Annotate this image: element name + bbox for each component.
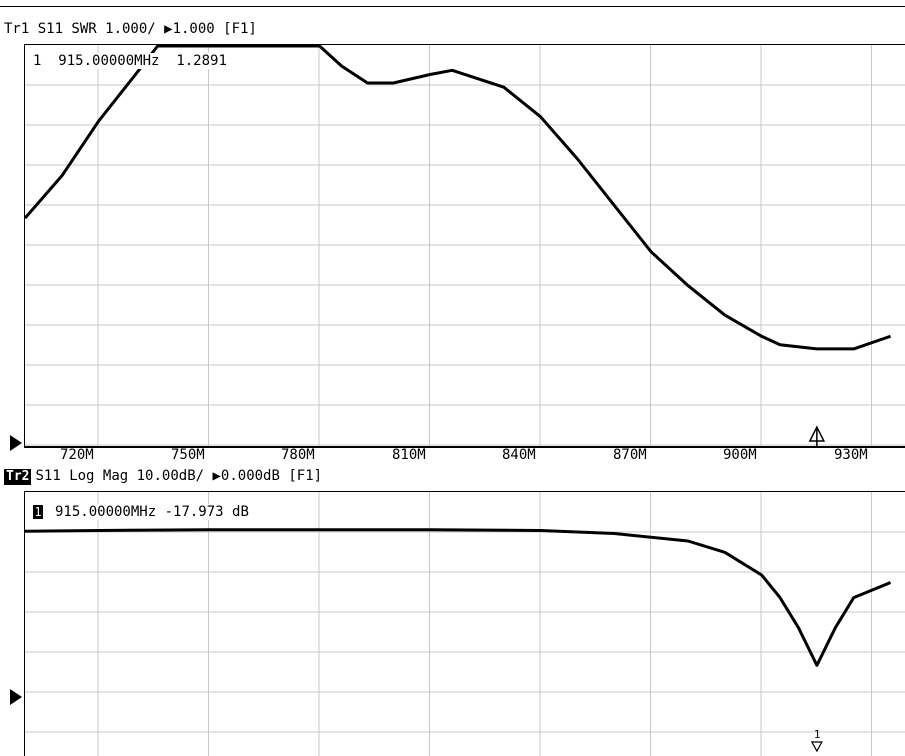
trace2-label: S11 Log Mag 10.00dB/ ▶0.000dB [F1]: [35, 468, 323, 484]
trace2-marker-1-icon[interactable]: 1: [810, 728, 823, 753]
trace2-grid-svg: 1: [25, 492, 905, 756]
x-tick-900: 900M: [723, 447, 757, 463]
trace1-marker-value: 1.2891: [176, 53, 227, 69]
trace1-marker-freq: 915.00000MHz: [58, 53, 160, 69]
trace2-marker-freq: 915.00000MHz: [55, 504, 157, 520]
trace2-marker-1-label: 1: [814, 728, 821, 741]
trace1-marker-1-icon[interactable]: [808, 425, 826, 446]
trace2-marker-value: -17.973 dB: [164, 504, 249, 520]
x-tick-840: 840M: [502, 447, 536, 463]
trace2-trace-line[interactable]: [25, 528, 892, 667]
trace1-header[interactable]: Tr1 S11 SWR 1.000/ ▶1.000 [F1]: [4, 21, 257, 37]
trace2-marker-number: 1: [33, 505, 43, 519]
trace1-trace-line[interactable]: [25, 45, 891, 351]
x-tick-750: 750M: [171, 447, 205, 463]
x-tick-810: 810M: [392, 447, 426, 463]
trace2-gridlines: [25, 492, 905, 756]
trace2-badge[interactable]: Tr2: [4, 469, 32, 485]
trace1-grid-svg: [25, 45, 905, 446]
trace1-marker-number: 1: [33, 53, 42, 69]
x-tick-720: 720M: [60, 447, 94, 463]
trace1-reference-marker[interactable]: [10, 435, 22, 451]
trace2-marker-readout: 1 915.00000MHz -17.973 dB: [33, 504, 249, 520]
x-tick-930: 930M: [834, 447, 868, 463]
trace2-reference-marker[interactable]: [10, 689, 22, 705]
trace1-gridlines: [25, 45, 905, 446]
trace2-plot[interactable]: 1 1 915.00000MHz -17.973 dB: [24, 491, 905, 756]
trace1-marker-readout: 1 915.00000MHz 1.2891: [33, 53, 227, 69]
x-tick-870: 870M: [613, 447, 647, 463]
trace2-header[interactable]: Tr2 S11 Log Mag 10.00dB/ ▶0.000dB [F1]: [4, 467, 322, 485]
x-tick-780: 780M: [281, 447, 315, 463]
top-border: [0, 6, 905, 7]
trace1-plot[interactable]: 1 915.00000MHz 1.2891: [24, 44, 905, 448]
